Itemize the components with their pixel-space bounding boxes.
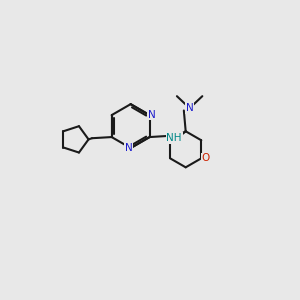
Text: N: N <box>125 143 133 154</box>
Text: N: N <box>186 103 194 113</box>
Text: NH: NH <box>167 133 182 143</box>
Text: N: N <box>148 110 155 120</box>
Text: O: O <box>202 153 210 163</box>
